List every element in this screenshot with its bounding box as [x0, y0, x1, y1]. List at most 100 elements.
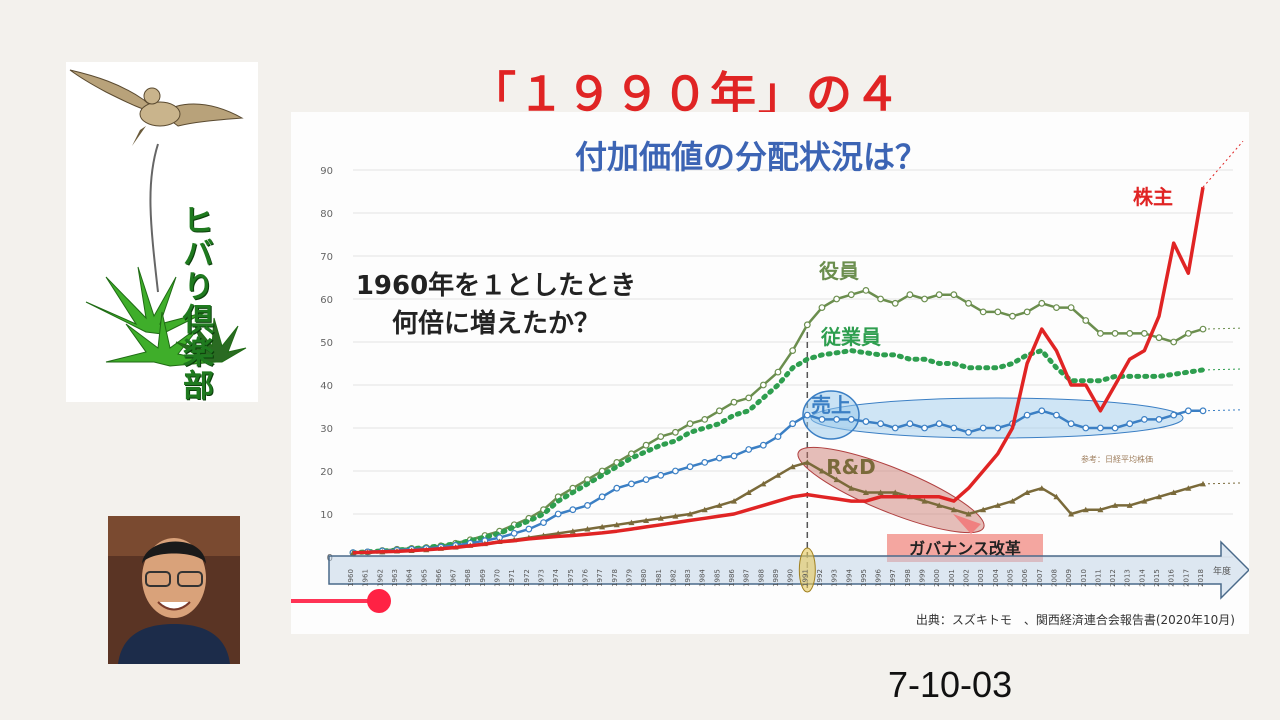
- trend-extension: [1202, 140, 1244, 188]
- x-tick-label: 2000: [933, 569, 941, 587]
- x-tick-label: 1970: [494, 569, 502, 587]
- data-point: [1038, 407, 1046, 415]
- data-point: [891, 299, 899, 307]
- series-label-yakuin: 役員: [819, 259, 859, 283]
- x-tick-label: 1960: [347, 569, 355, 587]
- data-point: [1082, 506, 1089, 513]
- data-point: [701, 506, 708, 513]
- data-point: [979, 308, 987, 316]
- governance-arrow: [953, 514, 981, 534]
- data-point: [686, 463, 694, 471]
- question-line-2: 何倍に増えたか？: [392, 308, 600, 339]
- data-point: [643, 517, 650, 523]
- y-tick-label: 70: [320, 252, 333, 263]
- data-point: [1185, 485, 1192, 491]
- data-point: [1009, 498, 1016, 504]
- x-tick-label: 1980: [640, 569, 648, 587]
- data-point: [906, 420, 914, 428]
- x-tick-label: 1968: [464, 569, 472, 587]
- x-tick-label: 1973: [538, 569, 546, 587]
- x-tick-label: 1964: [406, 569, 414, 587]
- data-point: [1097, 506, 1104, 513]
- data-point: [745, 489, 752, 495]
- data-point: [847, 416, 855, 423]
- x-tick-label: 2013: [1124, 569, 1132, 587]
- x-tick-label: 1986: [728, 569, 736, 587]
- data-point: [1156, 493, 1163, 500]
- data-point: [1082, 317, 1090, 324]
- data-point: [848, 485, 855, 491]
- club-name: ヒバり倶楽部: [177, 204, 213, 402]
- source-note: 出典：スズキトモ 、関西経済連合会報告書(2020年10月): [916, 612, 1235, 627]
- club-logo: ヒバり倶楽部: [66, 62, 258, 402]
- series-label-kabunushi: 株主: [1133, 185, 1173, 209]
- data-point: [1067, 420, 1075, 428]
- data-point: [730, 452, 738, 460]
- x-tick-label: 1993: [831, 569, 839, 587]
- x-tick-label: 1965: [420, 569, 428, 587]
- highlight-year-marker: [798, 547, 816, 593]
- x-tick-label: 2006: [1021, 569, 1029, 587]
- data-point: [1009, 312, 1016, 320]
- x-tick-label: 1990: [787, 569, 795, 587]
- data-point: [1140, 416, 1148, 423]
- x-tick-label: 2007: [1036, 569, 1044, 587]
- governance-box: [887, 534, 1043, 562]
- data-point: [1023, 411, 1031, 419]
- slide-code: 7-10-03: [888, 664, 1013, 705]
- data-point: [1111, 329, 1119, 337]
- data-point: [628, 519, 635, 526]
- trend-extension: [1202, 409, 1244, 412]
- data-point: [1170, 338, 1178, 346]
- nikkei-label: 参考：日経平均株価: [1081, 454, 1153, 464]
- data-point: [759, 381, 767, 389]
- data-point: [525, 525, 533, 533]
- data-point: [833, 416, 841, 423]
- data-point: [891, 424, 899, 432]
- data-point: [554, 510, 562, 518]
- data-point: [1170, 489, 1177, 495]
- data-point: [598, 493, 606, 501]
- x-tick-label: 2015: [1153, 569, 1161, 587]
- data-point: [994, 308, 1002, 316]
- data-point: [1155, 334, 1163, 342]
- data-point: [804, 459, 811, 465]
- data-point: [599, 523, 606, 530]
- series-label-uriage: 売上: [811, 393, 851, 417]
- y-tick-label: 50: [320, 338, 333, 349]
- data-point: [1111, 424, 1119, 432]
- data-point: [1024, 489, 1031, 495]
- data-point: [877, 295, 884, 303]
- data-point: [803, 411, 811, 419]
- series-line: [350, 348, 1206, 556]
- data-point: [994, 502, 1001, 508]
- y-tick-label: 40: [320, 381, 333, 392]
- data-point: [760, 480, 767, 487]
- data-point: [833, 295, 841, 303]
- data-point: [979, 424, 987, 432]
- y-tick-label: 80: [320, 209, 333, 220]
- x-tick-label: 1971: [508, 569, 516, 587]
- data-point: [1199, 325, 1207, 333]
- data-point: [745, 446, 753, 453]
- x-tick-label: 1966: [435, 569, 443, 587]
- data-point: [1140, 329, 1148, 337]
- data-point: [950, 291, 958, 299]
- data-point: [862, 286, 870, 294]
- data-point: [642, 476, 650, 484]
- data-point: [803, 321, 811, 329]
- data-point: [716, 502, 723, 508]
- x-tick-label: 1979: [625, 569, 633, 587]
- data-point: [774, 433, 782, 441]
- x-tick-label: 1982: [669, 569, 677, 587]
- x-tick-label: 1974: [552, 569, 560, 587]
- data-point: [1053, 411, 1060, 419]
- data-point: [862, 489, 869, 495]
- x-tick-label: 1975: [567, 569, 575, 587]
- x-axis-title: 年度: [1213, 565, 1231, 577]
- data-point: [731, 498, 738, 504]
- data-point: [774, 368, 782, 376]
- data-point: [569, 506, 577, 514]
- series-line: [352, 186, 1205, 555]
- y-tick-label: 90: [320, 166, 333, 177]
